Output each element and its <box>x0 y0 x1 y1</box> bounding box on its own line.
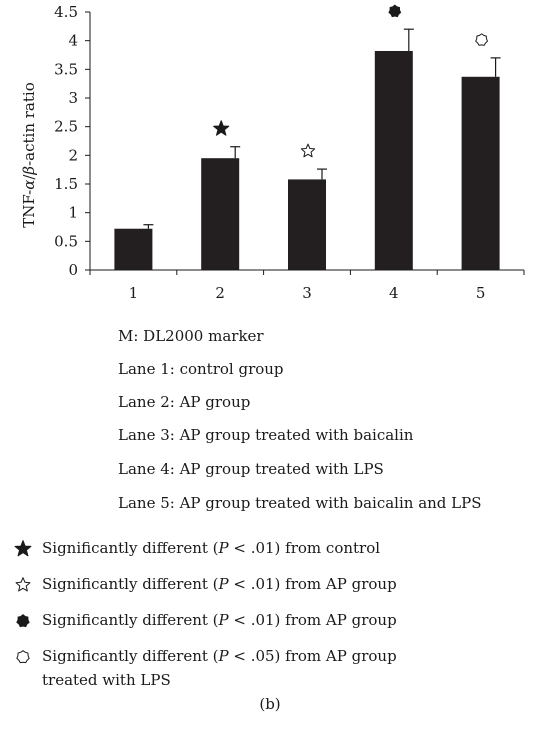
significance-text-pre: Significantly different ( <box>42 575 219 593</box>
significance-text-post: < .01) from AP group <box>228 575 397 593</box>
significance-text-pre: Significantly different ( <box>42 647 219 665</box>
lane-legend-item: Lane 1: control group <box>118 360 284 378</box>
significance-text: Significantly different (P < .01) from c… <box>42 536 522 560</box>
y-tick-label: 4 <box>68 32 78 50</box>
significance-text: Significantly different (P < .01) from A… <box>42 572 522 596</box>
open-star-icon-shape <box>15 577 31 592</box>
figure-caption: (b) <box>259 695 281 713</box>
y-tick-label: 2.5 <box>54 118 78 136</box>
bar-lane-2 <box>201 158 240 270</box>
filled-heptagon-icon-shape <box>16 614 30 628</box>
y-tick-label: 0 <box>68 261 78 279</box>
lane-legend-item: Lane 4: AP group treated with LPS <box>118 460 384 478</box>
significance-text-pre: Significantly different ( <box>42 539 219 557</box>
p-symbol: P <box>218 575 229 593</box>
p-symbol: P <box>218 539 229 557</box>
bar-chart: TNF-α/β-actin ratio 0 0.5 1 1.5 2 2.5 3 3.5 4 4.5… <box>20 3 525 302</box>
bar-lane-3 <box>288 179 326 270</box>
y-tick-label: 4.5 <box>54 3 78 21</box>
open-heptagon-icon <box>16 650 30 664</box>
x-tick-label: 2 <box>215 284 225 302</box>
bar-lane-5 <box>461 76 500 270</box>
filled-heptagon-icon <box>16 614 30 628</box>
y-tick-label: 3.5 <box>54 60 78 78</box>
significance-text-pre: Significantly different ( <box>42 611 219 629</box>
lane-legend-item: Lane 3: AP group treated with baicalin <box>118 426 414 444</box>
y-tick-label: 3 <box>68 89 78 107</box>
open-star-icon <box>15 577 31 592</box>
lane-legend-item: Lane 2: AP group <box>118 393 251 411</box>
filled-star-icon-shape <box>14 540 32 557</box>
y-tick-label: 0.5 <box>54 232 78 250</box>
significance-marker-lane-4 <box>388 4 402 18</box>
open-heptagon-icon-shape <box>16 650 30 664</box>
significance-text-line2: treated with LPS <box>42 671 171 689</box>
significance-marker-lane-2 <box>213 120 230 136</box>
significance-text: Significantly different (P < .01) from A… <box>42 608 522 632</box>
y-tick-label: 1.5 <box>54 175 78 193</box>
filled-star-icon <box>14 540 32 557</box>
significance-text-post: < .01) from control <box>228 539 381 557</box>
p-symbol: P <box>218 611 229 629</box>
lane-legend-item: Lane 5: AP group treated with baicalin a… <box>118 494 482 512</box>
significance-text: Significantly different (P < .05) from A… <box>42 644 522 692</box>
bar-lane-1 <box>114 228 153 270</box>
p-symbol: P <box>218 647 229 665</box>
x-tick-label: 4 <box>389 284 399 302</box>
significance-text-post: < .01) from AP group <box>228 611 397 629</box>
significance-text-post: < .05) from AP group <box>228 647 397 665</box>
x-tick-label: 1 <box>129 284 139 302</box>
bar-lane-4 <box>374 50 413 271</box>
significance-marker-lane-3 <box>300 143 316 158</box>
x-tick-label: 5 <box>476 284 486 302</box>
significance-marker-lane-5 <box>475 33 488 46</box>
y-tick-label: 2 <box>68 146 78 164</box>
lane-legend-item: M: DL2000 marker <box>118 327 264 345</box>
y-axis-label: TNF-α/β-actin ratio <box>20 82 38 227</box>
x-tick-label: 3 <box>302 284 312 302</box>
y-tick-label: 1 <box>68 204 78 222</box>
